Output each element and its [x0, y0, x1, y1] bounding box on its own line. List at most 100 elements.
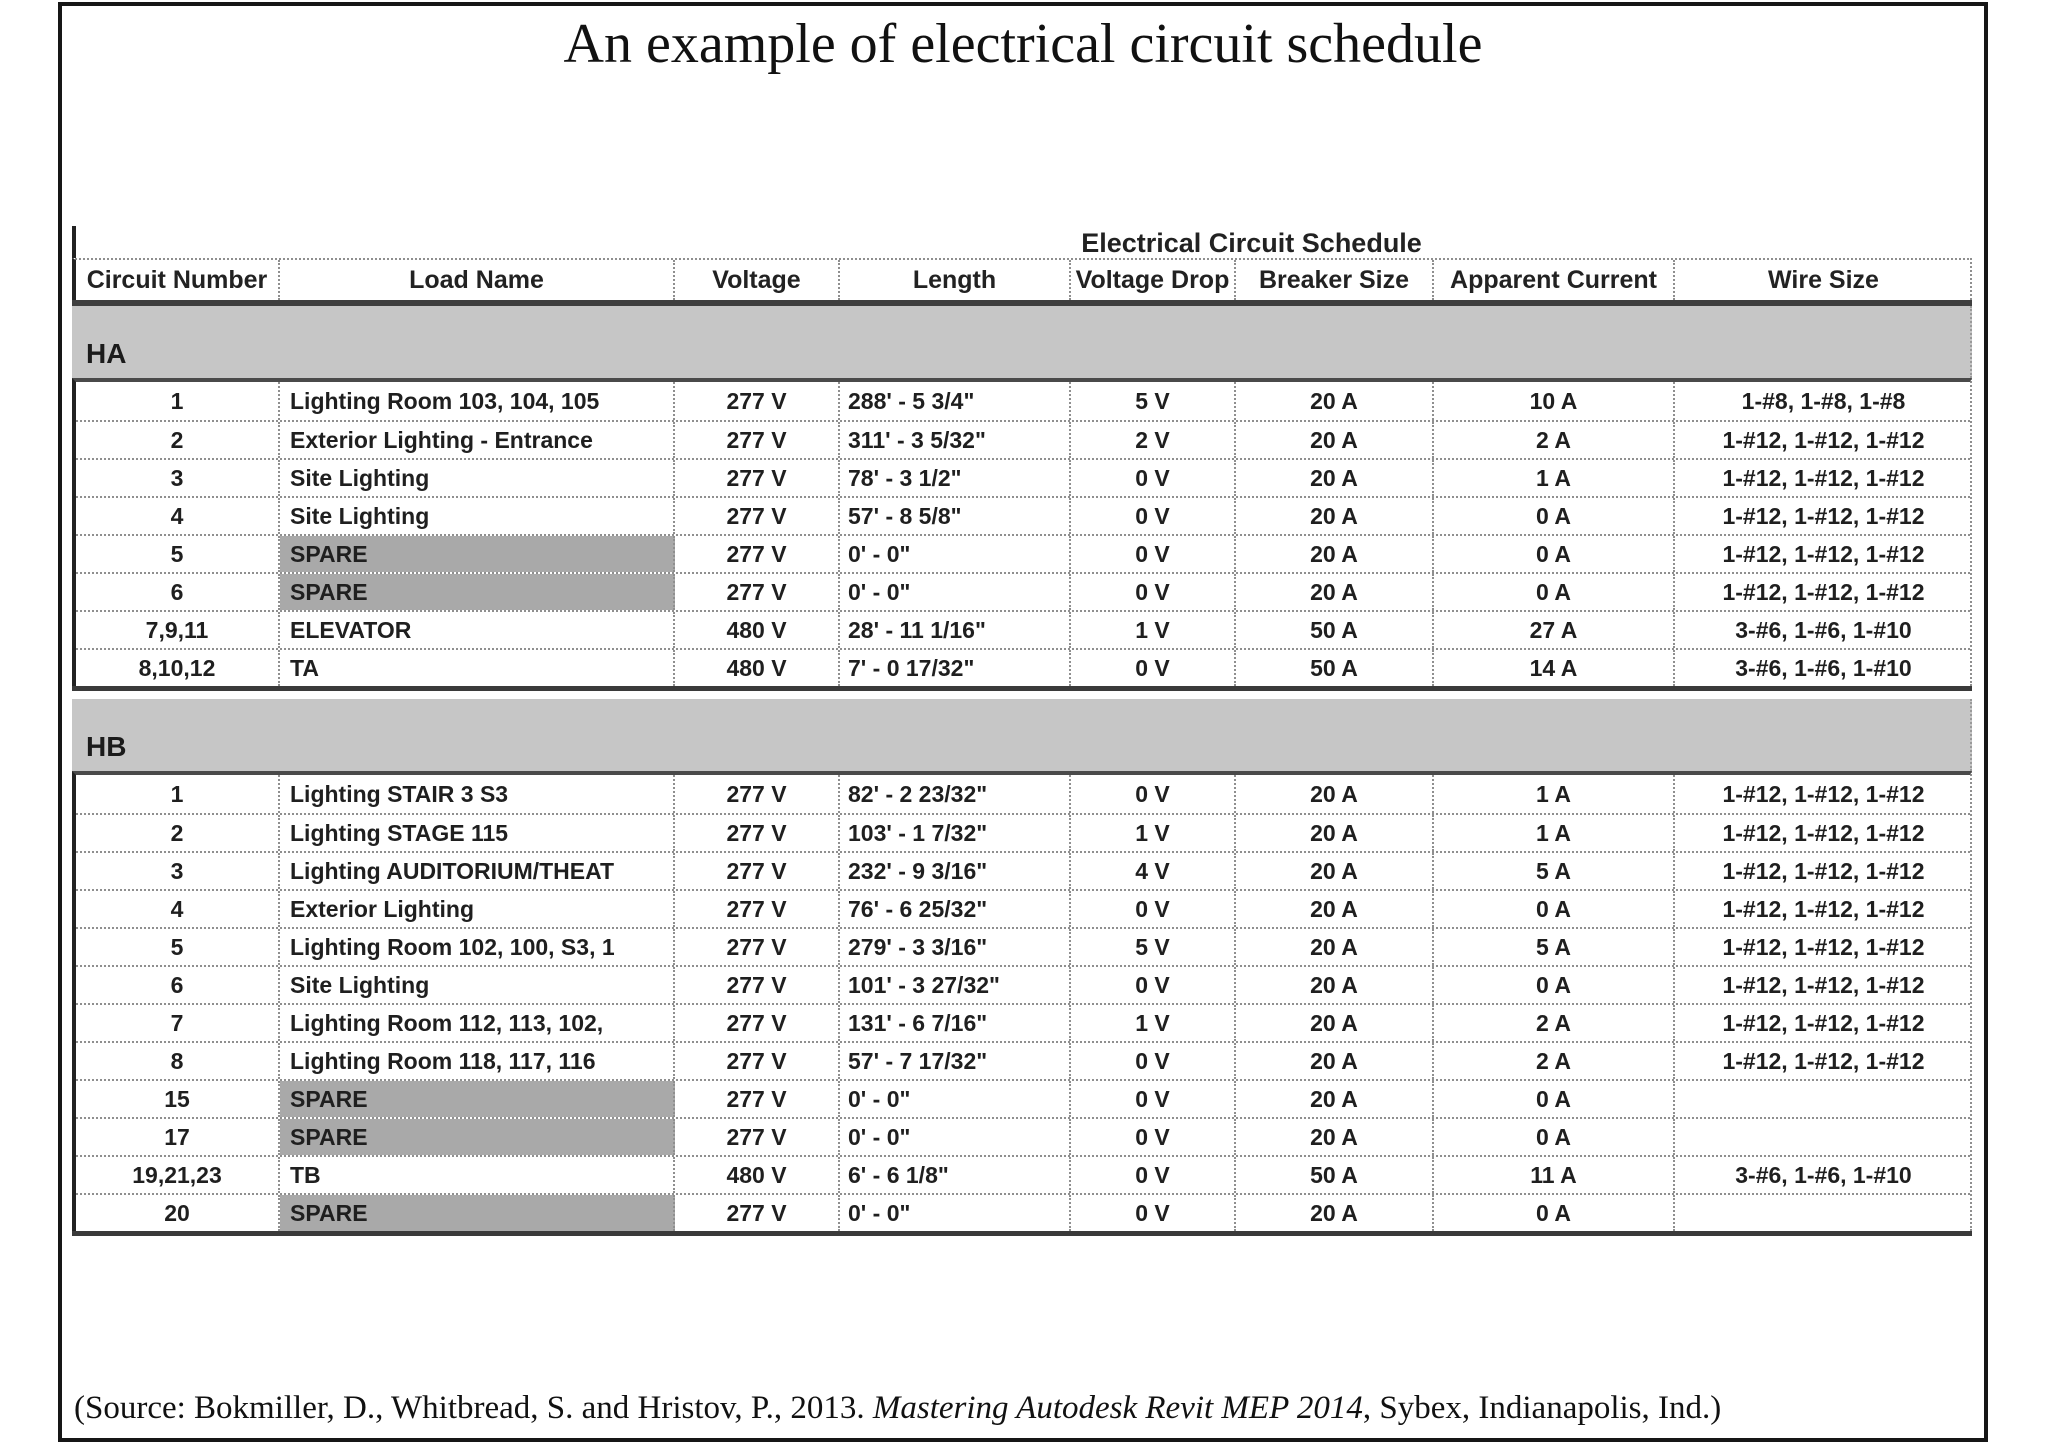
cell-length: 78' - 3 1/2": [840, 460, 1071, 496]
column-header-load-name: Load Name: [280, 260, 675, 300]
cell-voltage-drop: 0 V: [1071, 536, 1236, 572]
cell-breaker-size: 20 A: [1236, 382, 1434, 420]
cell-breaker-size: 20 A: [1236, 460, 1434, 496]
cell-apparent-current: 0 A: [1434, 1119, 1675, 1155]
cell-breaker-size: 20 A: [1236, 1119, 1434, 1155]
cell-voltage-drop: 0 V: [1071, 650, 1236, 686]
cell-length: 103' - 1 7/32": [840, 815, 1071, 851]
cell-circuit-number: 1: [76, 382, 280, 420]
cell-load-name: SPARE: [280, 536, 675, 572]
cell-load-name: Exterior Lighting: [280, 891, 675, 927]
table-row: 15 SPARE 277 V 0' - 0" 0 V 20 A 0 A: [76, 1079, 1970, 1117]
cell-length: 0' - 0": [840, 536, 1071, 572]
cell-circuit-number: 3: [76, 853, 280, 889]
cell-load-name: SPARE: [280, 1195, 675, 1231]
cell-apparent-current: 0 A: [1434, 1195, 1675, 1231]
table-row: 20 SPARE 277 V 0' - 0" 0 V 20 A 0 A: [76, 1193, 1970, 1231]
cell-length: 57' - 8 5/8": [840, 498, 1071, 534]
cell-load-name: SPARE: [280, 1119, 675, 1155]
cell-load-name: Lighting STAIR 3 S3: [280, 775, 675, 813]
cell-breaker-size: 20 A: [1236, 498, 1434, 534]
cell-apparent-current: 1 A: [1434, 775, 1675, 813]
cell-circuit-number: 5: [76, 536, 280, 572]
cell-wire-size: 1-#12, 1-#12, 1-#12: [1722, 895, 1925, 922]
cell-breaker-size: 20 A: [1236, 929, 1434, 965]
cell-wire-size: 1-#8, 1-#8, 1-#8: [1741, 387, 1906, 414]
table-row: 6 SPARE 277 V 0' - 0" 0 V 20 A 0 A 1-#12…: [76, 572, 1970, 610]
cell-voltage-drop: 1 V: [1071, 612, 1236, 648]
cell-breaker-size: 20 A: [1236, 815, 1434, 851]
section-header-band: HB: [72, 699, 1972, 771]
circuit-schedule-table: Electrical Circuit Schedule Circuit Numb…: [72, 226, 1972, 1236]
cell-voltage: 277 V: [675, 1081, 840, 1117]
cell-length: 0' - 0": [840, 1081, 1071, 1117]
cell-apparent-current: 5 A: [1434, 929, 1675, 965]
column-header-voltage: Voltage: [675, 260, 840, 300]
cell-voltage-drop: 1 V: [1071, 1005, 1236, 1041]
table-row: 4 Site Lighting 277 V 57' - 8 5/8" 0 V 2…: [76, 496, 1970, 534]
table-section: HA 1 Lighting Room 103, 104, 105 277 V 2…: [72, 306, 1972, 699]
column-header-apparent-current: Apparent Current: [1434, 260, 1675, 300]
cell-voltage-drop: 5 V: [1071, 382, 1236, 420]
cell-breaker-size: 50 A: [1236, 612, 1434, 648]
cell-circuit-number: 8: [76, 1043, 280, 1079]
table-row: 3 Lighting AUDITORIUM/THEAT 277 V 232' -…: [76, 851, 1970, 889]
cell-voltage: 277 V: [675, 574, 840, 610]
cell-voltage-drop: 0 V: [1071, 967, 1236, 1003]
cell-voltage-drop: 1 V: [1071, 815, 1236, 851]
cell-wire-size: 1-#12, 1-#12, 1-#12: [1722, 540, 1925, 567]
cell-wire-size: 1-#12, 1-#12, 1-#12: [1722, 971, 1925, 998]
cell-circuit-number: 4: [76, 498, 280, 534]
cell-length: 0' - 0": [840, 574, 1071, 610]
section-label: HB: [86, 731, 127, 762]
cell-voltage-drop: 4 V: [1071, 853, 1236, 889]
cell-voltage-drop: 0 V: [1071, 574, 1236, 610]
cell-breaker-size: 20 A: [1236, 1081, 1434, 1117]
table-row: 2 Exterior Lighting - Entrance 277 V 311…: [76, 420, 1970, 458]
cell-apparent-current: 2 A: [1434, 1005, 1675, 1041]
cell-length: 57' - 7 17/32": [840, 1043, 1071, 1079]
cell-apparent-current: 2 A: [1434, 1043, 1675, 1079]
column-header-wire-size: Wire Size: [1768, 265, 1879, 294]
table-row: 1 Lighting Room 103, 104, 105 277 V 288'…: [76, 382, 1970, 420]
section-header-band: HA: [72, 306, 1972, 378]
cell-wire-size: [1675, 1119, 1972, 1155]
cell-breaker-size: 50 A: [1236, 650, 1434, 686]
cell-voltage-drop: 0 V: [1071, 891, 1236, 927]
cell-length: 76' - 6 25/32": [840, 891, 1071, 927]
cell-wire-size: 1-#12, 1-#12, 1-#12: [1722, 502, 1925, 529]
cell-circuit-number: 7: [76, 1005, 280, 1041]
cell-circuit-number: 2: [76, 422, 280, 458]
column-header-breaker-size: Breaker Size: [1236, 260, 1434, 300]
table-title: Electrical Circuit Schedule: [1081, 228, 1422, 258]
table-row: 5 SPARE 277 V 0' - 0" 0 V 20 A 0 A 1-#12…: [76, 534, 1970, 572]
source-suffix: , Sybex, Indianapolis, Ind.): [1362, 1390, 1722, 1426]
cell-voltage: 277 V: [675, 891, 840, 927]
cell-voltage: 277 V: [675, 422, 840, 458]
section-bottom-rule: [72, 1231, 1972, 1236]
table-title-row: Electrical Circuit Schedule: [72, 226, 1972, 258]
cell-circuit-number: 8,10,12: [76, 650, 280, 686]
cell-load-name: SPARE: [280, 574, 675, 610]
cell-apparent-current: 0 A: [1434, 498, 1675, 534]
cell-breaker-size: 20 A: [1236, 422, 1434, 458]
cell-load-name: Lighting Room 112, 113, 102,: [280, 1005, 675, 1041]
cell-voltage: 277 V: [675, 1043, 840, 1079]
cell-load-name: Lighting AUDITORIUM/THEAT: [280, 853, 675, 889]
source-book-title: Mastering Autodesk Revit MEP 2014: [872, 1390, 1363, 1426]
cell-breaker-size: 20 A: [1236, 853, 1434, 889]
cell-circuit-number: 15: [76, 1081, 280, 1117]
cell-wire-size: 1-#12, 1-#12, 1-#12: [1722, 857, 1925, 884]
cell-length: 82' - 2 23/32": [840, 775, 1071, 813]
cell-apparent-current: 1 A: [1434, 460, 1675, 496]
cell-apparent-current: 1 A: [1434, 815, 1675, 851]
cell-length: 0' - 0": [840, 1119, 1071, 1155]
cell-voltage: 277 V: [675, 967, 840, 1003]
cell-length: 232' - 9 3/16": [840, 853, 1071, 889]
table-row: 19,21,23 TB 480 V 6' - 6 1/8" 0 V 50 A 1…: [76, 1155, 1970, 1193]
cell-apparent-current: 0 A: [1434, 967, 1675, 1003]
cell-circuit-number: 4: [76, 891, 280, 927]
table-row: 2 Lighting STAGE 115 277 V 103' - 1 7/32…: [76, 813, 1970, 851]
cell-apparent-current: 27 A: [1434, 612, 1675, 648]
column-header-length: Length: [840, 260, 1071, 300]
